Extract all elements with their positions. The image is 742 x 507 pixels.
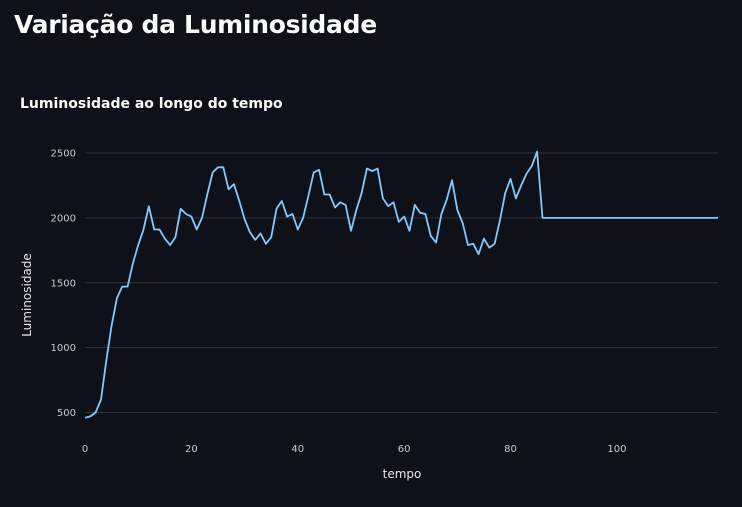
x-tick-label: 0 bbox=[82, 444, 88, 455]
series-layer bbox=[84, 150, 718, 419]
y-tick-label: 1500 bbox=[51, 278, 76, 289]
series-line[interactable] bbox=[84, 150, 718, 419]
y-axis-label: Luminosidade bbox=[20, 253, 34, 337]
y-tick-label: 2000 bbox=[51, 213, 76, 224]
x-axis-label: tempo bbox=[383, 467, 422, 481]
grid-lines bbox=[85, 152, 718, 414]
chart-title: Luminosidade ao longo do tempo bbox=[20, 96, 283, 112]
x-tick-label: 20 bbox=[185, 444, 198, 455]
y-tick-label: 2500 bbox=[51, 148, 76, 159]
y-tick-label: 1000 bbox=[51, 343, 76, 354]
x-tick-label: 40 bbox=[291, 444, 304, 455]
page-title: Variação da Luminosidade bbox=[14, 10, 377, 39]
x-tick-label: 60 bbox=[398, 444, 411, 455]
x-tick-label: 100 bbox=[607, 444, 626, 455]
y-tick-label: 500 bbox=[57, 408, 76, 419]
x-tick-labels: 0 20 40 60 80 100 bbox=[82, 444, 627, 455]
y-tick-labels: 500 1000 1500 2000 2500 bbox=[51, 148, 76, 419]
x-tick-label: 80 bbox=[504, 444, 517, 455]
